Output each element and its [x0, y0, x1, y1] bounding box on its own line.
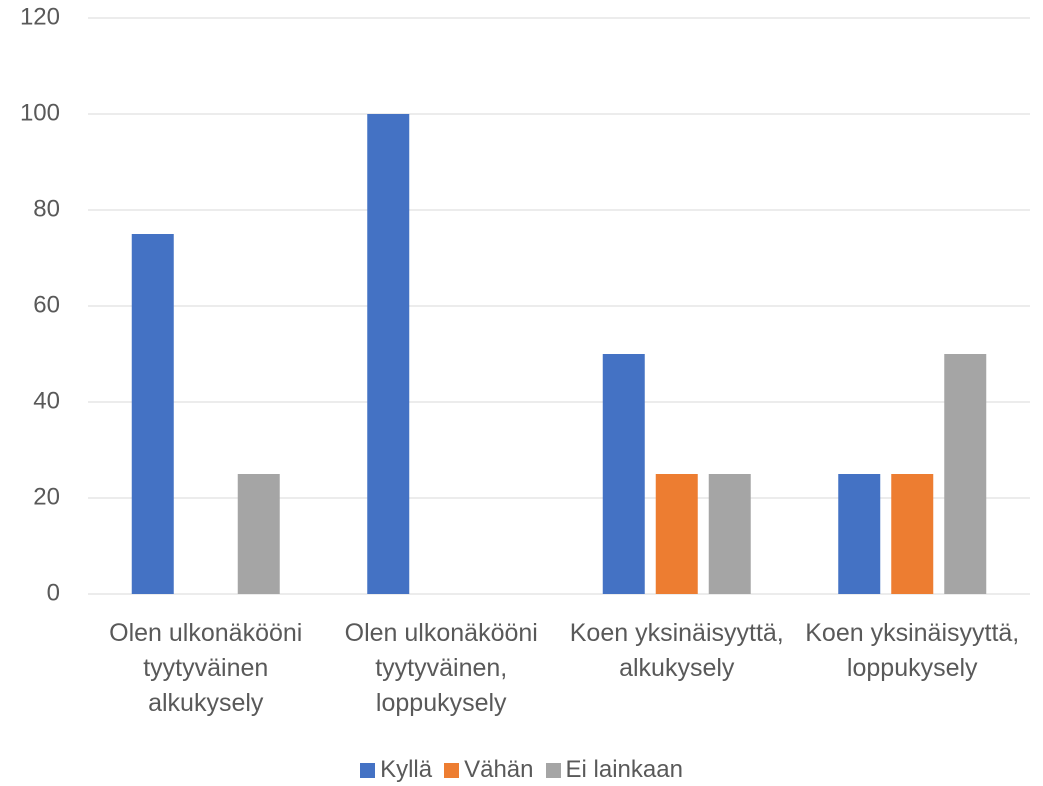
- bar: [602, 354, 645, 594]
- x-tick-label: Koen yksinäisyyttä, loppukysely: [805, 619, 1020, 682]
- x-tick-label: Olen ulkonäkööni tyytyväinen alkukysely: [109, 619, 303, 717]
- legend-swatch: [444, 762, 460, 778]
- bar: [367, 114, 410, 594]
- bar: [838, 474, 881, 594]
- legend: Kyllä Vähän Ei lainkaan: [0, 756, 1043, 785]
- legend-item: Kyllä: [360, 756, 432, 784]
- legend-item: Vähän: [444, 756, 534, 784]
- y-tick-label: 80: [33, 195, 60, 222]
- x-tick-label: Koen yksinäisyyttä, alkukysely: [569, 619, 784, 682]
- x-tick-label: Olen ulkonäkööni tyytyväinen, loppukysel…: [344, 619, 538, 717]
- legend-label: Vähän: [464, 756, 534, 783]
- legend-label: Kyllä: [380, 756, 433, 783]
- bar: [708, 474, 751, 594]
- y-tick-label: 60: [33, 291, 60, 318]
- y-tick-label: 40: [33, 387, 60, 414]
- bar: [655, 474, 698, 594]
- y-tick-label: 0: [47, 579, 60, 606]
- legend-swatch: [360, 762, 376, 778]
- legend-swatch: [545, 762, 561, 778]
- bar: [944, 354, 987, 594]
- bar: [237, 474, 280, 594]
- bar: [131, 234, 174, 594]
- legend-item: Ei lainkaan: [545, 756, 683, 784]
- y-tick-label: 120: [20, 3, 60, 30]
- y-tick-label: 100: [20, 99, 60, 126]
- legend-label: Ei lainkaan: [565, 756, 683, 783]
- y-tick-label: 20: [33, 483, 60, 510]
- bar: [891, 474, 934, 594]
